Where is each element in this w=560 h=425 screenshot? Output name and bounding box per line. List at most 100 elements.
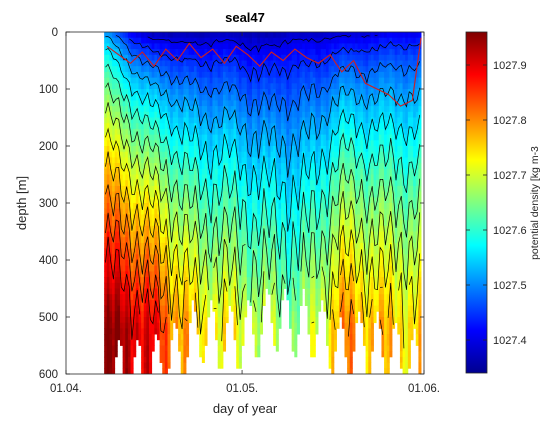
density-cell	[328, 334, 332, 341]
density-cell	[294, 146, 298, 153]
density-cell	[315, 146, 319, 153]
density-cell	[188, 277, 192, 284]
density-cell	[249, 254, 253, 261]
density-cell	[119, 242, 124, 249]
density-cell	[204, 282, 208, 289]
density-cell	[204, 151, 208, 158]
density-cell	[159, 83, 163, 90]
density-cell	[236, 140, 240, 147]
density-cell	[254, 294, 258, 301]
density-cell	[238, 168, 242, 175]
density-cell	[267, 237, 271, 244]
density-cell	[278, 146, 282, 153]
density-cell	[117, 322, 121, 329]
density-cell	[241, 225, 245, 232]
density-cell	[151, 345, 155, 352]
density-cell	[259, 191, 264, 198]
density-cell	[275, 242, 279, 249]
density-cell	[262, 248, 266, 255]
density-cell	[254, 77, 258, 84]
density-cell	[246, 123, 250, 130]
density-cell	[318, 163, 322, 170]
density-cell	[320, 197, 324, 204]
density-cell	[183, 322, 187, 329]
density-cell	[304, 77, 308, 84]
density-cell	[196, 185, 200, 192]
density-cell	[146, 191, 150, 198]
density-cell	[291, 123, 295, 130]
density-cell	[304, 117, 308, 124]
density-cell	[130, 362, 134, 369]
density-cell	[149, 237, 153, 244]
density-cell	[230, 288, 234, 295]
density-cell	[135, 191, 139, 198]
density-cell	[328, 305, 332, 312]
density-cell	[204, 265, 208, 272]
density-cell	[191, 180, 195, 187]
density-cell	[328, 328, 332, 335]
density-cell	[180, 163, 184, 170]
density-cell	[167, 37, 171, 44]
density-cell	[178, 71, 182, 78]
density-cell	[125, 311, 129, 318]
density-cell	[143, 134, 147, 141]
density-cell	[225, 231, 229, 238]
density-cell	[209, 277, 213, 284]
density-cell	[315, 299, 319, 306]
density-cell	[146, 197, 150, 204]
density-cell	[302, 271, 306, 278]
density-cell	[207, 311, 211, 318]
density-cell	[331, 197, 335, 204]
density-cell	[307, 54, 311, 61]
density-cell	[130, 356, 134, 363]
density-cell	[209, 203, 213, 210]
density-cell	[339, 128, 343, 135]
density-cell	[230, 174, 234, 181]
density-cell	[328, 71, 332, 78]
density-cell	[186, 260, 190, 267]
density-cell	[199, 317, 203, 324]
density-cell	[167, 163, 171, 170]
density-cell	[183, 214, 187, 221]
density-cell	[304, 106, 308, 113]
density-cell	[281, 254, 285, 261]
density-cell	[254, 37, 258, 44]
density-cell	[312, 248, 316, 255]
density-cell	[175, 151, 179, 158]
density-cell	[127, 334, 131, 341]
density-cell	[241, 265, 245, 272]
density-cell	[325, 49, 330, 56]
density-cell	[135, 334, 139, 341]
density-cell	[125, 151, 129, 158]
density-cell	[220, 220, 224, 227]
density-cell	[199, 271, 203, 278]
density-cell	[318, 237, 322, 244]
density-cell	[344, 157, 348, 164]
density-cell	[254, 89, 258, 96]
density-cell	[341, 220, 345, 227]
density-cell	[212, 288, 216, 295]
density-cell	[149, 43, 153, 50]
density-cell	[127, 54, 131, 61]
density-cell	[257, 248, 261, 255]
density-cell	[230, 180, 234, 187]
density-cell	[323, 106, 327, 113]
density-cell	[310, 168, 314, 175]
density-cell	[339, 66, 343, 73]
density-cell	[127, 328, 131, 335]
density-cell	[318, 248, 322, 255]
density-cell	[156, 334, 161, 341]
density-cell	[133, 203, 137, 210]
density-cell	[186, 134, 190, 141]
density-cell	[259, 71, 264, 78]
density-cell	[257, 317, 261, 324]
density-cell	[262, 94, 266, 101]
density-cell	[312, 345, 316, 352]
density-cell	[244, 248, 248, 255]
density-cell	[222, 305, 227, 312]
density-cell	[207, 185, 211, 192]
density-cell	[178, 94, 182, 101]
density-cell	[196, 146, 200, 153]
density-cell	[117, 71, 121, 78]
density-cell	[296, 231, 300, 238]
